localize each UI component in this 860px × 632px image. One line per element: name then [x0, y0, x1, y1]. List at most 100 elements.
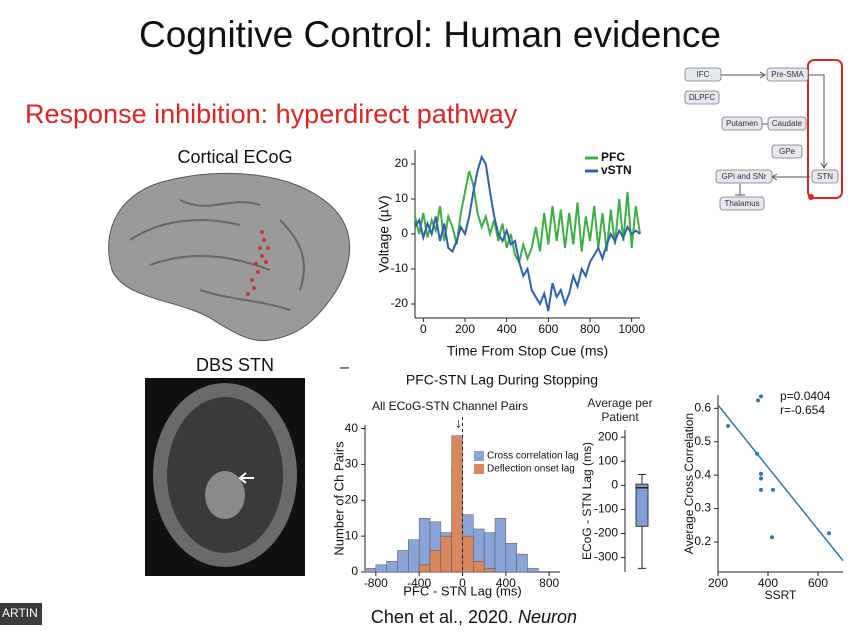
histogram-bar: [451, 435, 463, 573]
chart-title: PFC-STN Lag During Stopping: [406, 372, 598, 388]
mri-arrow: [238, 472, 254, 484]
histogram-bar: [473, 560, 485, 573]
y-tick-label: -100: [594, 502, 618, 516]
scatter-point: [756, 398, 760, 403]
histogram-bar: [462, 535, 474, 573]
histogram-bar: [494, 517, 507, 573]
y-tick-label: 10: [345, 528, 359, 542]
x-tick-label: 600: [808, 576, 828, 590]
diagram-node: [766, 67, 809, 82]
x-tick-label: 800: [539, 576, 559, 590]
y-tick-label: -10: [391, 261, 409, 275]
x-tick-label: 200: [455, 322, 475, 336]
y-tick-label: 0.6: [694, 401, 711, 415]
fit-line: [717, 404, 844, 562]
diagram-node: [771, 144, 803, 159]
diagram-label: GPi and SNr: [722, 172, 767, 181]
y-tick-label: 0.4: [694, 467, 711, 481]
histogram-bar: [397, 550, 409, 573]
y-axis-label: Average Cross Correlation: [682, 413, 696, 554]
x-tick-label: 400: [497, 322, 517, 336]
histogram-bar: [418, 564, 431, 573]
slide-title: Cognitive Control: Human evidence: [139, 14, 721, 55]
x-tick-label: 400: [496, 576, 516, 590]
diagram-node: [719, 196, 765, 211]
legend-swatch: [474, 451, 484, 461]
y-tick-label: -200: [594, 526, 618, 540]
y-tick-label: 100: [598, 453, 618, 467]
y-tick-label: 0: [611, 478, 618, 492]
scatter-point: [759, 394, 763, 399]
y-axis-label: Number of Ch Pairs: [331, 441, 346, 556]
name-tag-bg: [0, 603, 42, 625]
y-tick-label: 20: [345, 492, 359, 506]
citation-journal: Neuron: [518, 607, 577, 627]
dbs-label: DBS STN: [196, 355, 274, 375]
diagram-node: [684, 90, 720, 105]
line-series: [414, 154, 641, 312]
dash: –: [340, 359, 349, 376]
x-tick-label: 0: [459, 576, 466, 590]
name-tag: ARTIN: [2, 606, 38, 620]
y-tick-label: -20: [391, 296, 409, 310]
histogram-bar: [386, 560, 398, 573]
y-tick-label: 0: [401, 226, 408, 240]
scatter-point: [755, 451, 759, 456]
x-tick-label: 0: [420, 322, 427, 336]
highlight-box: [807, 59, 843, 199]
histogram-bar: [440, 535, 452, 573]
legend-swatch: [474, 464, 484, 474]
annotation: p=0.0404: [780, 389, 831, 403]
scatter-point: [771, 487, 775, 492]
scatter-point: [726, 424, 730, 429]
citation: Chen et al., 2020. Neuron: [371, 607, 577, 627]
diagram-node: [811, 169, 839, 184]
legend-label: PFC: [601, 150, 625, 164]
scatter-point: [759, 471, 763, 476]
highlight-dot: [808, 194, 814, 200]
histogram-bar: [483, 568, 496, 573]
diagram-label: STN: [817, 172, 833, 181]
histogram-bar: [375, 564, 387, 573]
y-tick-label: 20: [395, 156, 409, 170]
x-tick-label: 800: [580, 322, 600, 336]
diagram-label: IFC: [697, 70, 710, 79]
y-tick-label: 0: [351, 564, 358, 578]
histogram-bar: [429, 550, 442, 573]
y-tick-label: 0.3: [694, 501, 711, 515]
histogram-bar: [418, 517, 431, 573]
histogram-bar: [364, 568, 377, 573]
x-axis-label: PFC - STN Lag (ms): [403, 583, 521, 598]
legend-label: Deflection onset lag: [487, 464, 575, 475]
diagram-label: GPe: [779, 147, 796, 156]
diagram-label: Thalamus: [724, 199, 759, 208]
x-tick-label: 400: [758, 576, 778, 590]
histogram-bar: [408, 539, 420, 573]
scatter-point: [759, 476, 763, 481]
x-tick-label: -400: [407, 576, 431, 590]
box-title: Average per Patient: [587, 396, 653, 424]
electrodes: [246, 230, 270, 296]
brain-image: [108, 172, 351, 342]
y-tick-label: 30: [345, 457, 359, 471]
scatter-point: [770, 535, 774, 540]
mri-midbrain: [205, 471, 245, 519]
y-tick-label: 0.5: [694, 434, 711, 448]
line-series: [414, 170, 641, 265]
x-tick-label: 1000: [618, 322, 645, 336]
diagram-node: [721, 116, 763, 131]
brain-folds: [129, 199, 305, 311]
histogram-bar: [505, 543, 517, 573]
x-axis-label: Time From Stop Cue (ms): [447, 343, 608, 359]
annotation: ↓: [455, 415, 462, 431]
diagram-label: Caudate: [772, 119, 803, 128]
diagram-label: Putamen: [726, 119, 758, 128]
histogram-bar: [516, 553, 528, 573]
y-axis-label: Voltage (µV): [376, 195, 392, 272]
y-tick-label: 10: [395, 191, 409, 205]
x-tick-label: -800: [364, 576, 388, 590]
diagram-node: [767, 116, 807, 131]
annotation: r=-0.654: [780, 403, 825, 417]
